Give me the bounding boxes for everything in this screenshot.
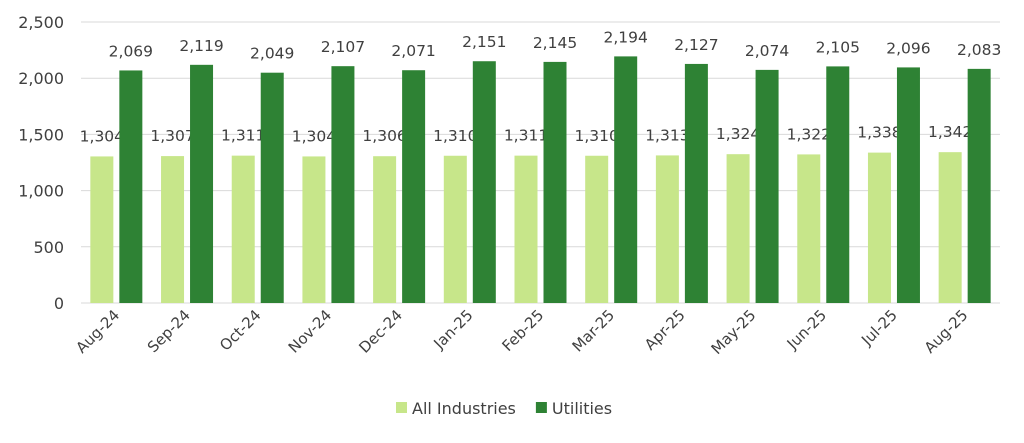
data-label: 2,049 (250, 45, 294, 63)
x-tick-label: Nov-24 (285, 306, 335, 356)
x-tick-label: Sep-24 (144, 306, 194, 356)
y-axis: 0 500 1,000 1,500 2,000 2,500 (18, 13, 64, 313)
bar-utilities (402, 70, 426, 303)
bar-all-industries (797, 154, 821, 303)
bar-all-industries (585, 155, 609, 303)
x-tick-label: Apr-25 (641, 306, 689, 354)
data-label: 2,069 (109, 42, 153, 60)
y-tick-label: 500 (33, 238, 64, 257)
x-tick-label: Jun-25 (783, 306, 830, 353)
data-label: 2,096 (886, 39, 930, 57)
bar-utilities (331, 66, 355, 303)
bar-all-industries (373, 156, 397, 303)
data-label: 2,107 (321, 38, 365, 56)
x-tick-label: Jan-25 (430, 306, 477, 353)
x-tick-label: Feb-25 (498, 306, 547, 355)
data-label: 1,338 (857, 124, 901, 142)
data-label: 1,311 (221, 127, 265, 145)
y-tick-label: 2,500 (18, 13, 64, 32)
data-label: 1,313 (645, 126, 689, 144)
gridlines (81, 21, 1000, 304)
data-label: 2,119 (179, 37, 223, 55)
bar-utilities (967, 68, 991, 304)
bar-utilities (614, 56, 638, 303)
data-label: 2,105 (816, 38, 860, 56)
x-axis: Aug-24 Sep-24 Oct-24 Nov-24 Dec-24 Jan-25 Feb-… (72, 306, 971, 358)
data-label: 1,311 (504, 127, 548, 145)
bar-utilities (260, 72, 284, 303)
x-tick-label: Dec-24 (355, 306, 406, 357)
bar-all-industries (726, 154, 750, 303)
data-label: 1,306 (362, 127, 406, 145)
data-label: 1,304 (292, 127, 336, 145)
y-tick-label: 0 (54, 294, 64, 313)
data-label: 1,342 (928, 123, 972, 141)
bar-all-industries (867, 152, 891, 303)
x-tick-label: May-25 (708, 306, 760, 358)
x-tick-label: Jul-25 (857, 306, 901, 350)
bar-utilities (826, 66, 850, 303)
bar-all-industries (231, 155, 255, 303)
data-label: 2,127 (674, 36, 718, 54)
x-tick-label: Aug-24 (72, 306, 123, 357)
bar-utilities (896, 67, 920, 303)
data-label: 2,194 (604, 28, 648, 46)
data-label: 1,310 (433, 127, 477, 145)
x-tick-label: Mar-25 (569, 306, 618, 355)
x-tick-label: Oct-24 (216, 306, 264, 354)
data-label: 1,324 (716, 125, 760, 143)
legend: All Industries Utilities (396, 399, 612, 418)
legend-label: All Industries (412, 399, 516, 418)
legend-swatch (396, 402, 407, 413)
bar-all-industries (90, 156, 114, 303)
data-label: 2,145 (533, 34, 577, 52)
legend-label: Utilities (552, 399, 612, 418)
legend-swatch (535, 402, 547, 413)
y-tick-label: 2,000 (18, 69, 64, 88)
bar-all-industries (655, 155, 679, 303)
bar-all-industries (443, 155, 467, 303)
data-label: 2,074 (745, 42, 789, 60)
bar-all-industries (161, 156, 185, 303)
bar-utilities (684, 63, 708, 303)
data-label: 1,304 (80, 127, 124, 145)
x-tick-label: Aug-25 (921, 306, 972, 357)
bar-utilities (190, 64, 214, 303)
y-tick-label: 1,000 (18, 182, 64, 201)
bar-utilities (472, 61, 496, 303)
bar-utilities (543, 61, 567, 303)
bar-all-industries (514, 155, 538, 303)
data-label: 1,307 (150, 127, 194, 145)
y-tick-label: 1,500 (18, 125, 64, 144)
bar-all-industries (302, 156, 326, 303)
bar-all-industries (938, 152, 962, 303)
data-label: 1,310 (575, 127, 619, 145)
data-label: 2,071 (391, 42, 435, 60)
bar-utilities (755, 69, 779, 303)
data-label: 1,322 (787, 125, 831, 143)
bars: 1,304 2,069 1,307 2,119 1,311 2,049 1,304 2,107… (80, 28, 1001, 304)
data-label: 2,083 (957, 41, 1001, 59)
bar-utilities (119, 70, 143, 303)
data-label: 2,151 (462, 33, 506, 51)
